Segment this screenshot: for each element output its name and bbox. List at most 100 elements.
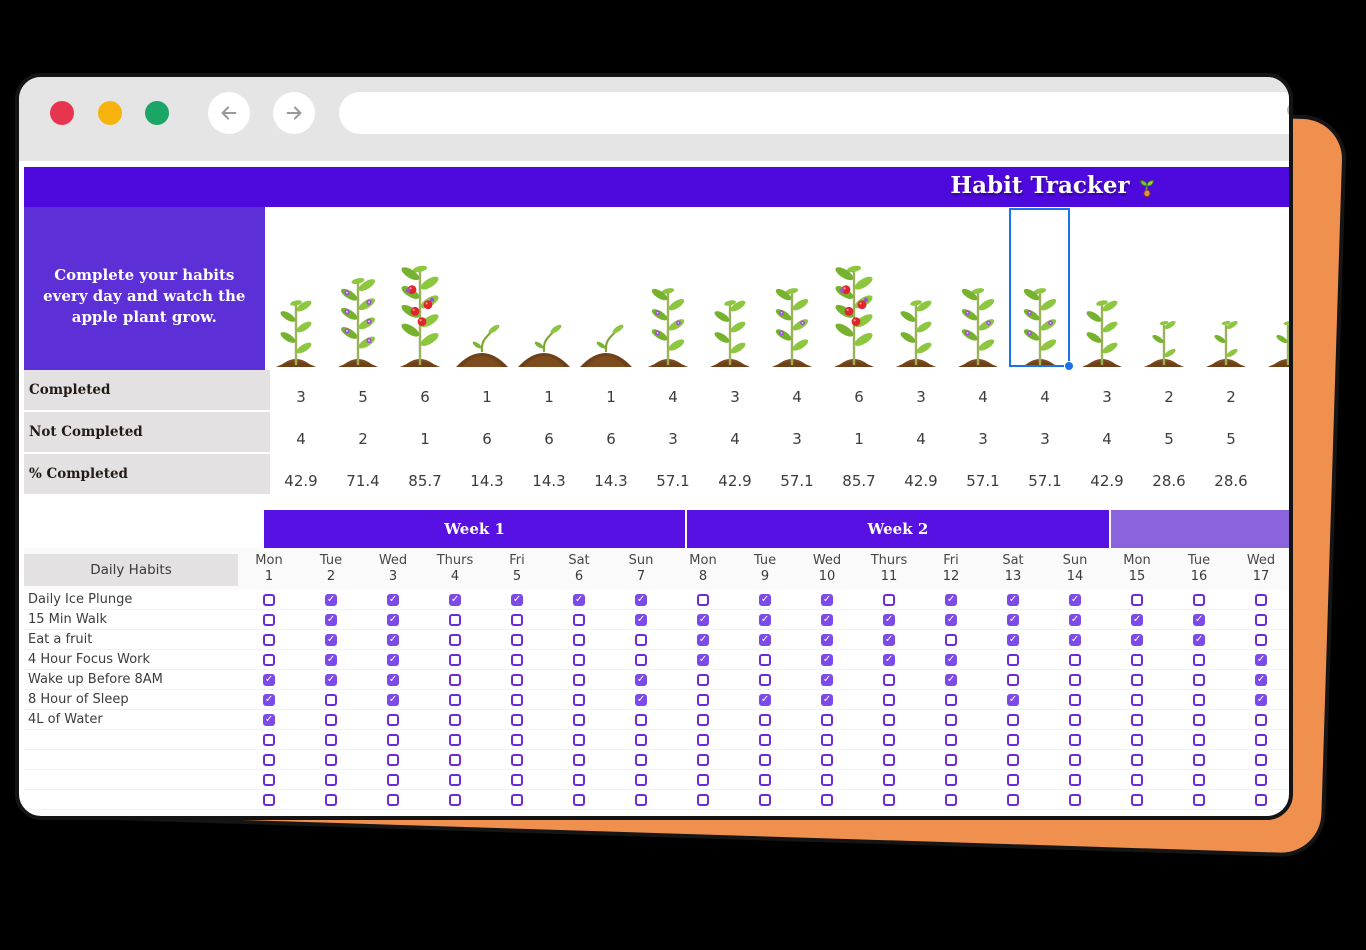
checkbox-checked[interactable]: ✓ xyxy=(387,593,399,606)
checkbox-checked[interactable]: ✓ xyxy=(325,653,337,666)
checkbox-unchecked[interactable] xyxy=(511,653,523,666)
checkbox-unchecked[interactable] xyxy=(1069,693,1081,706)
checkbox-unchecked[interactable] xyxy=(263,753,275,766)
checkbox-unchecked[interactable] xyxy=(1193,713,1205,726)
checkbox-unchecked[interactable] xyxy=(1069,753,1081,766)
checkbox-unchecked[interactable] xyxy=(511,753,523,766)
checkbox-checked[interactable]: ✓ xyxy=(1007,613,1019,626)
checkbox-unchecked[interactable] xyxy=(1007,673,1019,686)
checkbox-unchecked[interactable] xyxy=(263,793,275,806)
checkbox-unchecked[interactable] xyxy=(449,773,461,786)
checkbox-checked[interactable]: ✓ xyxy=(883,633,895,646)
checkbox-unchecked[interactable] xyxy=(697,753,709,766)
checkbox-checked[interactable]: ✓ xyxy=(449,593,461,606)
checkbox-checked[interactable]: ✓ xyxy=(573,593,585,606)
checkbox-unchecked[interactable] xyxy=(821,793,833,806)
checkbox-checked[interactable]: ✓ xyxy=(821,613,833,626)
checkbox-unchecked[interactable] xyxy=(1069,673,1081,686)
checkbox-unchecked[interactable] xyxy=(573,753,585,766)
checkbox-unchecked[interactable] xyxy=(511,693,523,706)
checkbox-unchecked[interactable] xyxy=(1255,613,1267,626)
checkbox-unchecked[interactable] xyxy=(883,773,895,786)
checkbox-unchecked[interactable] xyxy=(263,593,275,606)
checkbox-unchecked[interactable] xyxy=(1255,793,1267,806)
checkbox-unchecked[interactable] xyxy=(635,733,647,746)
checkbox-unchecked[interactable] xyxy=(1069,733,1081,746)
checkbox-unchecked[interactable] xyxy=(759,733,771,746)
checkbox-unchecked[interactable] xyxy=(697,713,709,726)
checkbox-checked[interactable]: ✓ xyxy=(1007,633,1019,646)
checkbox-unchecked[interactable] xyxy=(1131,713,1143,726)
checkbox-unchecked[interactable] xyxy=(821,733,833,746)
checkbox-unchecked[interactable] xyxy=(1255,713,1267,726)
forward-button[interactable] xyxy=(273,92,315,134)
checkbox-unchecked[interactable] xyxy=(883,713,895,726)
checkbox-checked[interactable]: ✓ xyxy=(325,673,337,686)
checkbox-unchecked[interactable] xyxy=(1007,773,1019,786)
checkbox-unchecked[interactable] xyxy=(325,753,337,766)
checkbox-checked[interactable]: ✓ xyxy=(759,593,771,606)
checkbox-checked[interactable]: ✓ xyxy=(697,633,709,646)
checkbox-unchecked[interactable] xyxy=(945,713,957,726)
checkbox-unchecked[interactable] xyxy=(635,793,647,806)
checkbox-checked[interactable]: ✓ xyxy=(759,693,771,706)
checkbox-checked[interactable]: ✓ xyxy=(1069,633,1081,646)
checkbox-checked[interactable]: ✓ xyxy=(945,653,957,666)
checkbox-checked[interactable]: ✓ xyxy=(883,653,895,666)
checkbox-checked[interactable]: ✓ xyxy=(1255,653,1267,666)
checkbox-checked[interactable]: ✓ xyxy=(821,633,833,646)
checkbox-checked[interactable]: ✓ xyxy=(821,673,833,686)
checkbox-checked[interactable]: ✓ xyxy=(1255,673,1267,686)
checkbox-unchecked[interactable] xyxy=(1193,693,1205,706)
checkbox-unchecked[interactable] xyxy=(883,793,895,806)
checkbox-checked[interactable]: ✓ xyxy=(1069,613,1081,626)
checkbox-unchecked[interactable] xyxy=(635,633,647,646)
checkbox-unchecked[interactable] xyxy=(1069,773,1081,786)
checkbox-unchecked[interactable] xyxy=(635,713,647,726)
checkbox-unchecked[interactable] xyxy=(325,693,337,706)
checkbox-checked[interactable]: ✓ xyxy=(263,713,275,726)
checkbox-unchecked[interactable] xyxy=(1193,673,1205,686)
checkbox-unchecked[interactable] xyxy=(511,713,523,726)
checkbox-unchecked[interactable] xyxy=(1007,753,1019,766)
checkbox-checked[interactable]: ✓ xyxy=(1007,693,1019,706)
checkbox-unchecked[interactable] xyxy=(821,753,833,766)
checkbox-unchecked[interactable] xyxy=(511,613,523,626)
checkbox-unchecked[interactable] xyxy=(1255,753,1267,766)
checkbox-unchecked[interactable] xyxy=(1131,653,1143,666)
checkbox-unchecked[interactable] xyxy=(1007,653,1019,666)
back-button[interactable] xyxy=(208,92,250,134)
checkbox-checked[interactable]: ✓ xyxy=(945,593,957,606)
checkbox-unchecked[interactable] xyxy=(1131,593,1143,606)
checkbox-unchecked[interactable] xyxy=(1193,653,1205,666)
checkbox-unchecked[interactable] xyxy=(573,713,585,726)
checkbox-unchecked[interactable] xyxy=(635,773,647,786)
checkbox-checked[interactable]: ✓ xyxy=(635,613,647,626)
checkbox-checked[interactable]: ✓ xyxy=(387,693,399,706)
checkbox-unchecked[interactable] xyxy=(697,593,709,606)
checkbox-unchecked[interactable] xyxy=(945,753,957,766)
checkbox-unchecked[interactable] xyxy=(945,793,957,806)
checkbox-unchecked[interactable] xyxy=(1255,633,1267,646)
checkbox-unchecked[interactable] xyxy=(697,733,709,746)
checkbox-unchecked[interactable] xyxy=(1131,673,1143,686)
checkbox-checked[interactable]: ✓ xyxy=(1131,613,1143,626)
checkbox-checked[interactable]: ✓ xyxy=(945,673,957,686)
checkbox-unchecked[interactable] xyxy=(325,733,337,746)
checkbox-unchecked[interactable] xyxy=(1131,693,1143,706)
checkbox-unchecked[interactable] xyxy=(449,653,461,666)
checkbox-unchecked[interactable] xyxy=(449,713,461,726)
checkbox-unchecked[interactable] xyxy=(573,633,585,646)
checkbox-unchecked[interactable] xyxy=(387,733,399,746)
checkbox-unchecked[interactable] xyxy=(759,773,771,786)
checkbox-unchecked[interactable] xyxy=(449,673,461,686)
checkbox-unchecked[interactable] xyxy=(325,773,337,786)
checkbox-checked[interactable]: ✓ xyxy=(1193,633,1205,646)
checkbox-unchecked[interactable] xyxy=(1131,773,1143,786)
checkbox-unchecked[interactable] xyxy=(1193,593,1205,606)
checkbox-unchecked[interactable] xyxy=(635,753,647,766)
checkbox-unchecked[interactable] xyxy=(1069,653,1081,666)
checkbox-unchecked[interactable] xyxy=(759,793,771,806)
selection-fill-handle[interactable] xyxy=(1063,361,1074,370)
checkbox-unchecked[interactable] xyxy=(449,733,461,746)
